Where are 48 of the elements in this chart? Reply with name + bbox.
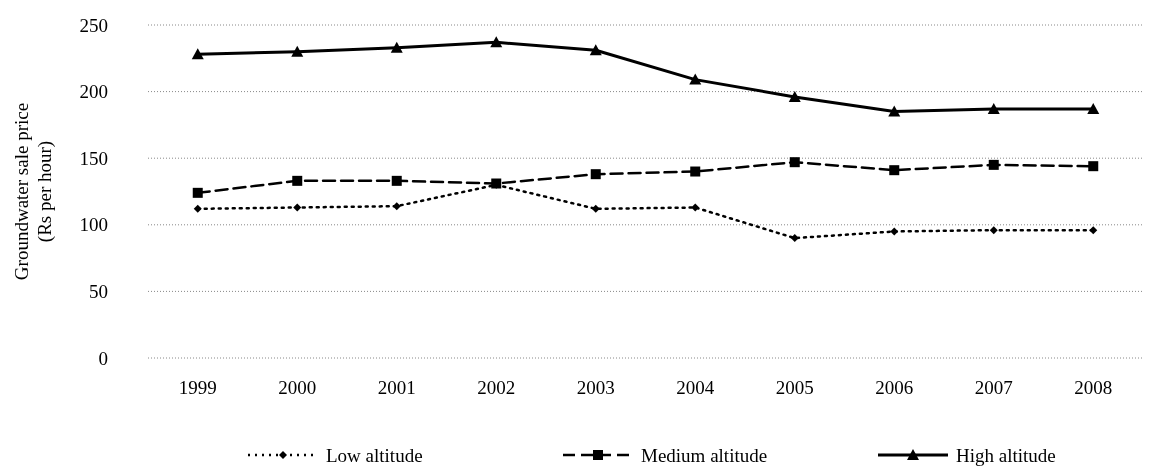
x-tick-label: 2002 xyxy=(477,377,516,398)
point xyxy=(689,73,702,85)
y-tick-label: 0 xyxy=(98,347,108,369)
point xyxy=(490,36,503,48)
point xyxy=(987,102,1000,114)
x-tick-label: 2008 xyxy=(1074,377,1113,398)
x-tick-label: 1999 xyxy=(178,377,217,398)
point xyxy=(590,169,601,180)
x-tick-label: 2004 xyxy=(676,377,715,398)
x-tick-label: 2006 xyxy=(875,377,914,398)
legend-label: Low altitude xyxy=(326,444,423,466)
point xyxy=(988,159,999,170)
x-tick-label: 2000 xyxy=(278,377,317,398)
point xyxy=(1089,226,1098,235)
point xyxy=(690,166,701,177)
point xyxy=(589,44,602,56)
y-tick-label: 150 xyxy=(79,147,108,169)
point xyxy=(391,175,402,186)
point xyxy=(1088,161,1099,172)
legend-label: Medium altitude xyxy=(641,444,768,466)
point xyxy=(888,105,901,117)
point xyxy=(293,203,302,212)
point xyxy=(390,41,403,53)
point xyxy=(292,175,303,186)
y-tick-label: 50 xyxy=(89,281,108,303)
y-tick-label: 250 xyxy=(79,14,108,36)
x-tick-label: 2003 xyxy=(576,377,615,398)
point xyxy=(591,204,600,213)
point xyxy=(191,48,204,60)
x-tick-label: 2007 xyxy=(974,377,1013,398)
point xyxy=(392,202,401,211)
point xyxy=(989,226,998,235)
point xyxy=(889,165,900,176)
x-tick-label: 2001 xyxy=(377,377,416,398)
point xyxy=(789,157,800,168)
point xyxy=(890,227,899,236)
x-tick-label: 2005 xyxy=(775,377,814,398)
point xyxy=(790,234,799,243)
y-tick-label: 200 xyxy=(79,81,108,103)
point xyxy=(788,90,801,102)
legend-label: High altitude xyxy=(956,444,1056,466)
point xyxy=(291,45,304,57)
y-axis-title: Groundwater sale price (Rs per hour) xyxy=(11,102,56,281)
point xyxy=(1087,102,1100,114)
y-tick-label: 100 xyxy=(79,214,108,236)
point xyxy=(193,204,202,213)
point xyxy=(691,203,700,212)
point xyxy=(192,187,203,198)
